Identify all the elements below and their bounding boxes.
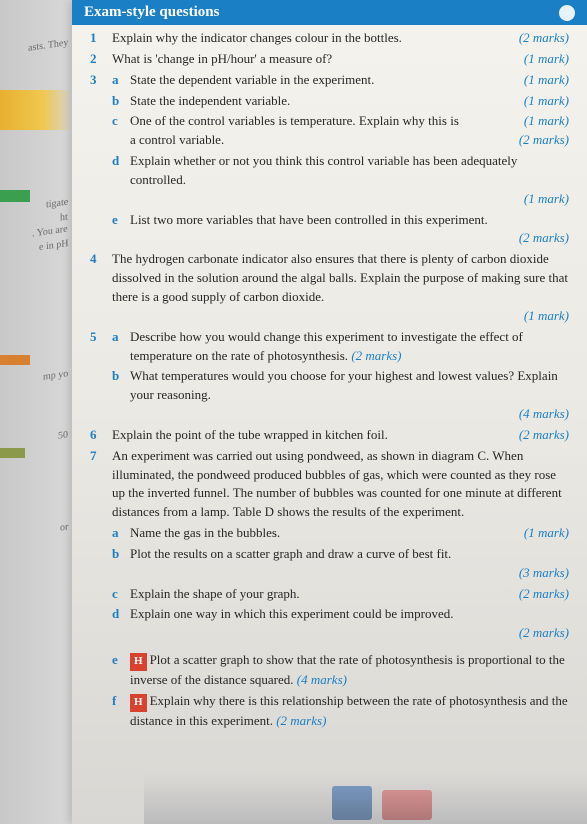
- question-4: 4 The hydrogen carbonate indicator also …: [90, 250, 569, 325]
- q-intro: An experiment was carried out using pond…: [112, 447, 569, 522]
- cut-text: 50: [58, 429, 68, 441]
- tab-yellow: [0, 90, 72, 130]
- higher-badge: H: [130, 653, 147, 671]
- higher-badge: H: [130, 694, 147, 712]
- question-2: 2 What is 'change in pH/hour' a measure …: [90, 50, 569, 69]
- marks: (4 marks): [519, 405, 569, 424]
- cut-text: . You are: [32, 224, 68, 240]
- q-number: 3: [90, 71, 97, 90]
- marks: (1 mark): [524, 524, 569, 543]
- cut-text: e in pH: [39, 238, 68, 253]
- q-text: Explain the point of the tube wrapped in…: [112, 426, 511, 445]
- marks: (1 mark): [524, 71, 569, 90]
- marks: (2 marks): [519, 624, 569, 643]
- marks: (4 marks): [297, 672, 347, 687]
- sub-text: Explain why there is this relationship b…: [130, 693, 568, 728]
- marks: (3 marks): [519, 564, 569, 583]
- marks: (2 marks): [519, 426, 569, 445]
- marks: (2 marks): [351, 348, 401, 363]
- sub-text: Explain the shape of your graph.: [130, 585, 511, 604]
- sub-letter: d: [112, 605, 119, 624]
- question-7: 7 An experiment was carried out using po…: [90, 447, 569, 522]
- sub-text: Name the gas in the bubbles.: [130, 524, 516, 543]
- q-number: 7: [90, 447, 97, 466]
- section-title: Exam-style questions: [84, 4, 219, 21]
- cut-text: or: [60, 521, 68, 533]
- marks: (1 mark): [524, 112, 569, 131]
- sub-text: Explain one way in which this experiment…: [130, 606, 453, 621]
- marks: (1 mark): [524, 92, 569, 111]
- section-header: Exam-style questions: [72, 0, 587, 25]
- sub-letter: e: [112, 651, 118, 670]
- question-list: 1 Explain why the indicator changes colo…: [72, 25, 587, 743]
- sub-text: What temperatures would you choose for y…: [130, 368, 558, 402]
- sub-text: State the dependent variable in the expe…: [130, 71, 516, 90]
- sub-text: Describe how you would change this exper…: [130, 329, 523, 363]
- sub-letter: d: [112, 152, 119, 171]
- question-6: 6 Explain the point of the tube wrapped …: [90, 426, 569, 445]
- cut-text: tigate: [46, 196, 68, 210]
- sub-letter: b: [112, 545, 119, 564]
- q-number: 2: [90, 50, 97, 69]
- sub-letter: b: [112, 92, 119, 111]
- q-number: 1: [90, 29, 97, 48]
- question-7b: b Plot the results on a scatter graph an…: [90, 545, 569, 583]
- question-7a: a Name the gas in the bubbles. (1 mark): [90, 524, 569, 543]
- question-5: 5 a Describe how you would change this e…: [90, 328, 569, 424]
- sub-letter: a: [112, 524, 119, 543]
- sub-text: Plot the results on a scatter graph and …: [130, 546, 451, 561]
- marks: (1 mark): [524, 307, 569, 326]
- marks: (1 mark): [524, 190, 569, 209]
- q-number: 4: [90, 250, 97, 269]
- sub-letter: b: [112, 367, 119, 386]
- q-number: 5: [90, 328, 97, 347]
- tab-orange: [0, 355, 30, 365]
- q-number: 6: [90, 426, 97, 445]
- sub-text: One of the control variables is temperat…: [130, 112, 516, 131]
- marks: (2 marks): [519, 585, 569, 604]
- question-7f: f HExplain why there is this relationshi…: [90, 692, 569, 731]
- sub-letter: f: [112, 692, 116, 711]
- question-3: 3 a State the dependent variable in the …: [90, 71, 569, 249]
- q-text: What is 'change in pH/hour' a measure of…: [112, 50, 516, 69]
- sub-letter: c: [112, 585, 118, 604]
- q-text: Explain why the indicator changes colour…: [112, 29, 511, 48]
- marks: (1 mark): [524, 50, 569, 69]
- cut-text: mp yo: [43, 368, 68, 383]
- header-circle-icon: [559, 5, 575, 21]
- sub-text: State the independent variable.: [130, 92, 516, 111]
- marks: (2 marks): [519, 29, 569, 48]
- sub-letter: c: [112, 112, 118, 131]
- cut-text: ht: [60, 211, 68, 223]
- question-1: 1 Explain why the indicator changes colo…: [90, 29, 569, 48]
- sub-text-cont: a control variable.: [130, 131, 511, 150]
- marks: (2 marks): [519, 131, 569, 150]
- question-7e: e HPlot a scatter graph to show that the…: [90, 651, 569, 690]
- sub-text: Explain whether or not you think this co…: [130, 153, 517, 187]
- marks: (2 marks): [276, 713, 326, 728]
- sub-text: List two more variables that have been c…: [130, 212, 488, 227]
- photo-hint: [332, 786, 372, 820]
- cut-text: asts. They: [28, 37, 68, 54]
- q-text: The hydrogen carbonate indicator also en…: [112, 251, 568, 304]
- sub-letter: e: [112, 211, 118, 230]
- question-7c: c Explain the shape of your graph. (2 mar…: [90, 585, 569, 604]
- sub-letter: a: [112, 71, 119, 90]
- tab-olive: [0, 448, 25, 458]
- marks: (2 marks): [519, 229, 569, 248]
- sub-text: Plot a scatter graph to show that the ra…: [130, 652, 565, 687]
- left-margin: asts. They tigate ht . You are e in pH m…: [0, 0, 72, 824]
- question-7d: d Explain one way in which this experime…: [90, 605, 569, 643]
- page: Exam-style questions 1 Explain why the i…: [72, 0, 587, 824]
- photo-hint: [382, 790, 432, 820]
- sub-letter: a: [112, 328, 119, 347]
- tab-green: [0, 190, 30, 202]
